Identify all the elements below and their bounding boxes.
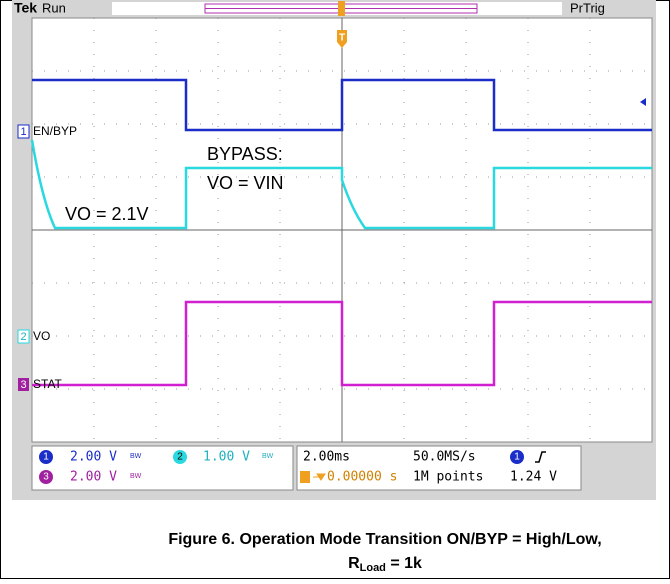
ch3-wave [32, 300, 652, 387]
timebase: 2.00ms [303, 450, 350, 465]
time-readout [296, 445, 582, 491]
ch3-num: 3 [20, 379, 26, 391]
annotation: BYPASS: [207, 144, 283, 164]
bw: BW [262, 453, 274, 460]
annotation: VO = 2.1V [65, 204, 149, 224]
brand: Tek [14, 0, 37, 16]
trigger-marker: T [339, 33, 345, 44]
caption: RLoad = 1k [348, 555, 422, 574]
ch1-wave [32, 78, 652, 132]
record-length: 1M points [413, 470, 483, 485]
ch-scale: 2.00 V [70, 470, 117, 485]
trigger-pos [338, 1, 345, 16]
ch2-num: 2 [20, 331, 26, 343]
ch-scale: 2.00 V [70, 450, 117, 465]
trigger-position: 0.00000 s [327, 470, 397, 485]
bw: BW [130, 473, 142, 480]
ch1-tag [17, 124, 30, 139]
trigger-level: 1.24 V [510, 470, 557, 485]
ch2-wave [30, 139, 652, 230]
ch-num: 3 [43, 472, 49, 483]
sample-rate: 50.0MS/s [413, 450, 476, 465]
ch1-num: 1 [20, 126, 26, 138]
trigger-marker-bg [337, 30, 347, 48]
trigger-mode: PrTrig [570, 0, 605, 15]
annotation: VO = VIN [207, 173, 284, 193]
edge-icon [535, 451, 546, 463]
ch1-label: EN/BYP [33, 124, 77, 138]
caption: Figure 6. Operation Mode Transition ON/B… [168, 531, 601, 548]
trigger-source: 1 [514, 452, 520, 463]
ch3-label: STAT [33, 377, 63, 391]
ch-num: 2 [177, 452, 183, 463]
bw: BW [130, 453, 142, 460]
state: Run [42, 0, 66, 15]
channel-readout [31, 445, 294, 491]
ch2-tag [17, 329, 30, 344]
ch-num: 1 [43, 452, 49, 463]
ch-scale: 1.00 V [203, 450, 250, 465]
ch1-level [640, 98, 646, 106]
ch2-label: VO [33, 329, 50, 343]
ch3-tag [18, 378, 29, 391]
